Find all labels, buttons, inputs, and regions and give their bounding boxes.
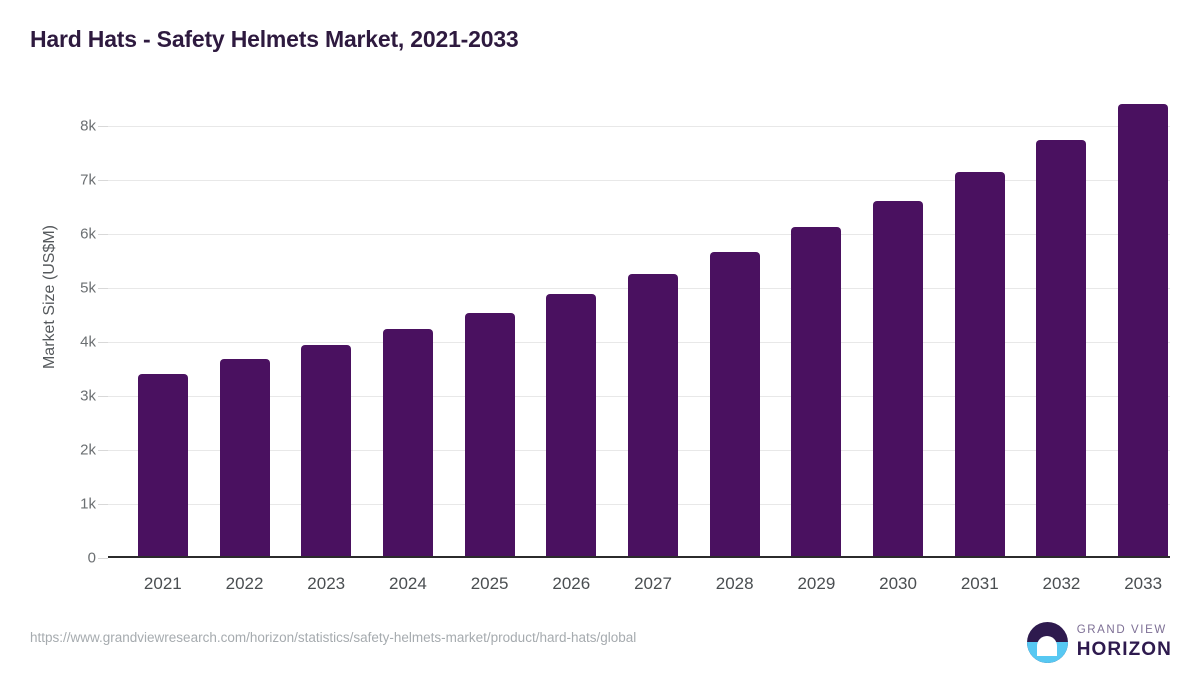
brand-name-primary: GRAND VIEW <box>1076 623 1167 636</box>
x-axis-label-2022: 2022 <box>225 574 264 593</box>
logo-ray-lower <box>1041 650 1053 654</box>
bar-2027[interactable] <box>628 273 678 557</box>
bar-2033[interactable] <box>1118 103 1169 557</box>
bars-layer <box>108 103 1170 558</box>
x-axis-label-2029: 2029 <box>797 574 836 593</box>
y-axis-tick-label: 7k <box>80 171 96 189</box>
page-title: Hard Hats - Safety Helmets Market, 2021-… <box>30 26 519 52</box>
y-axis-tick-mark <box>98 558 108 559</box>
x-axis-label-2028: 2028 <box>715 574 754 593</box>
bar-2022[interactable] <box>219 358 270 557</box>
y-axis-tick-mark <box>98 449 108 451</box>
y-axis-tick-mark <box>98 125 108 127</box>
y-axis-title: Market Size (US$M) <box>41 224 58 370</box>
y-axis-tick-label: 0 <box>87 549 96 567</box>
source-url-link[interactable]: https://www.grandviewresearch.com/horizo… <box>30 630 637 645</box>
bar-2026[interactable] <box>546 293 597 557</box>
x-axis-label-2027: 2027 <box>634 574 672 593</box>
y-axis-tick-mark <box>98 395 108 397</box>
bar-2021[interactable] <box>137 373 188 557</box>
x-axis-label-2033: 2033 <box>1124 574 1163 593</box>
brand-logo-text: GRAND VIEW HORIZON <box>1076 623 1172 661</box>
x-axis-label-2031: 2031 <box>960 574 999 593</box>
y-axis-tick-mark <box>98 179 108 181</box>
bar-2029[interactable] <box>791 227 842 557</box>
x-axis-label-2021: 2021 <box>143 574 182 593</box>
y-axis-tick-mark <box>98 503 108 505</box>
bar-2028[interactable] <box>709 251 760 557</box>
x-axis-label-2030: 2030 <box>879 574 917 593</box>
bar-2024[interactable] <box>382 329 433 557</box>
gridline <box>108 558 1170 559</box>
y-axis-tick-label: 6k <box>80 225 96 243</box>
x-axis-label-2025: 2025 <box>470 574 509 593</box>
y-axis-tick-label: 1k <box>80 495 96 513</box>
y-axis-tick-mark <box>98 233 108 235</box>
brand-name-secondary: HORIZON <box>1076 639 1172 661</box>
x-axis-label-2023: 2023 <box>307 574 346 593</box>
x-axis-line <box>108 556 1170 558</box>
y-axis-tick-label: 3k <box>80 387 96 405</box>
logo-ray-upper <box>1038 646 1056 649</box>
y-axis-tick-label: 4k <box>80 333 96 351</box>
brand-logo[interactable]: GRAND VIEW HORIZON <box>1026 620 1172 664</box>
x-axis-label-2026: 2026 <box>552 574 591 593</box>
gridline <box>108 179 1170 181</box>
gridline <box>108 233 1170 235</box>
x-axis-label-2032: 2032 <box>1042 574 1081 593</box>
y-axis-tick-label: 5k <box>80 279 96 297</box>
bar-2023[interactable] <box>301 344 352 557</box>
y-axis-tick-label: 2k <box>80 441 96 459</box>
horizon-sun-icon <box>1026 621 1068 663</box>
bar-2031[interactable] <box>954 171 1005 557</box>
bar-2030[interactable] <box>873 200 924 557</box>
gridline <box>108 125 1170 127</box>
plot-area: 0 1k 2k 3k 4k 5k 6k 7k 8k <box>80 103 1170 567</box>
bar-2032[interactable] <box>1036 140 1087 557</box>
x-axis-label-2024: 2024 <box>389 574 427 593</box>
y-axis-tick-label: 8k <box>80 117 96 135</box>
y-axis-tick-mark <box>98 287 108 289</box>
y-axis-tick-mark <box>98 341 108 343</box>
bar-2025[interactable] <box>464 313 515 557</box>
